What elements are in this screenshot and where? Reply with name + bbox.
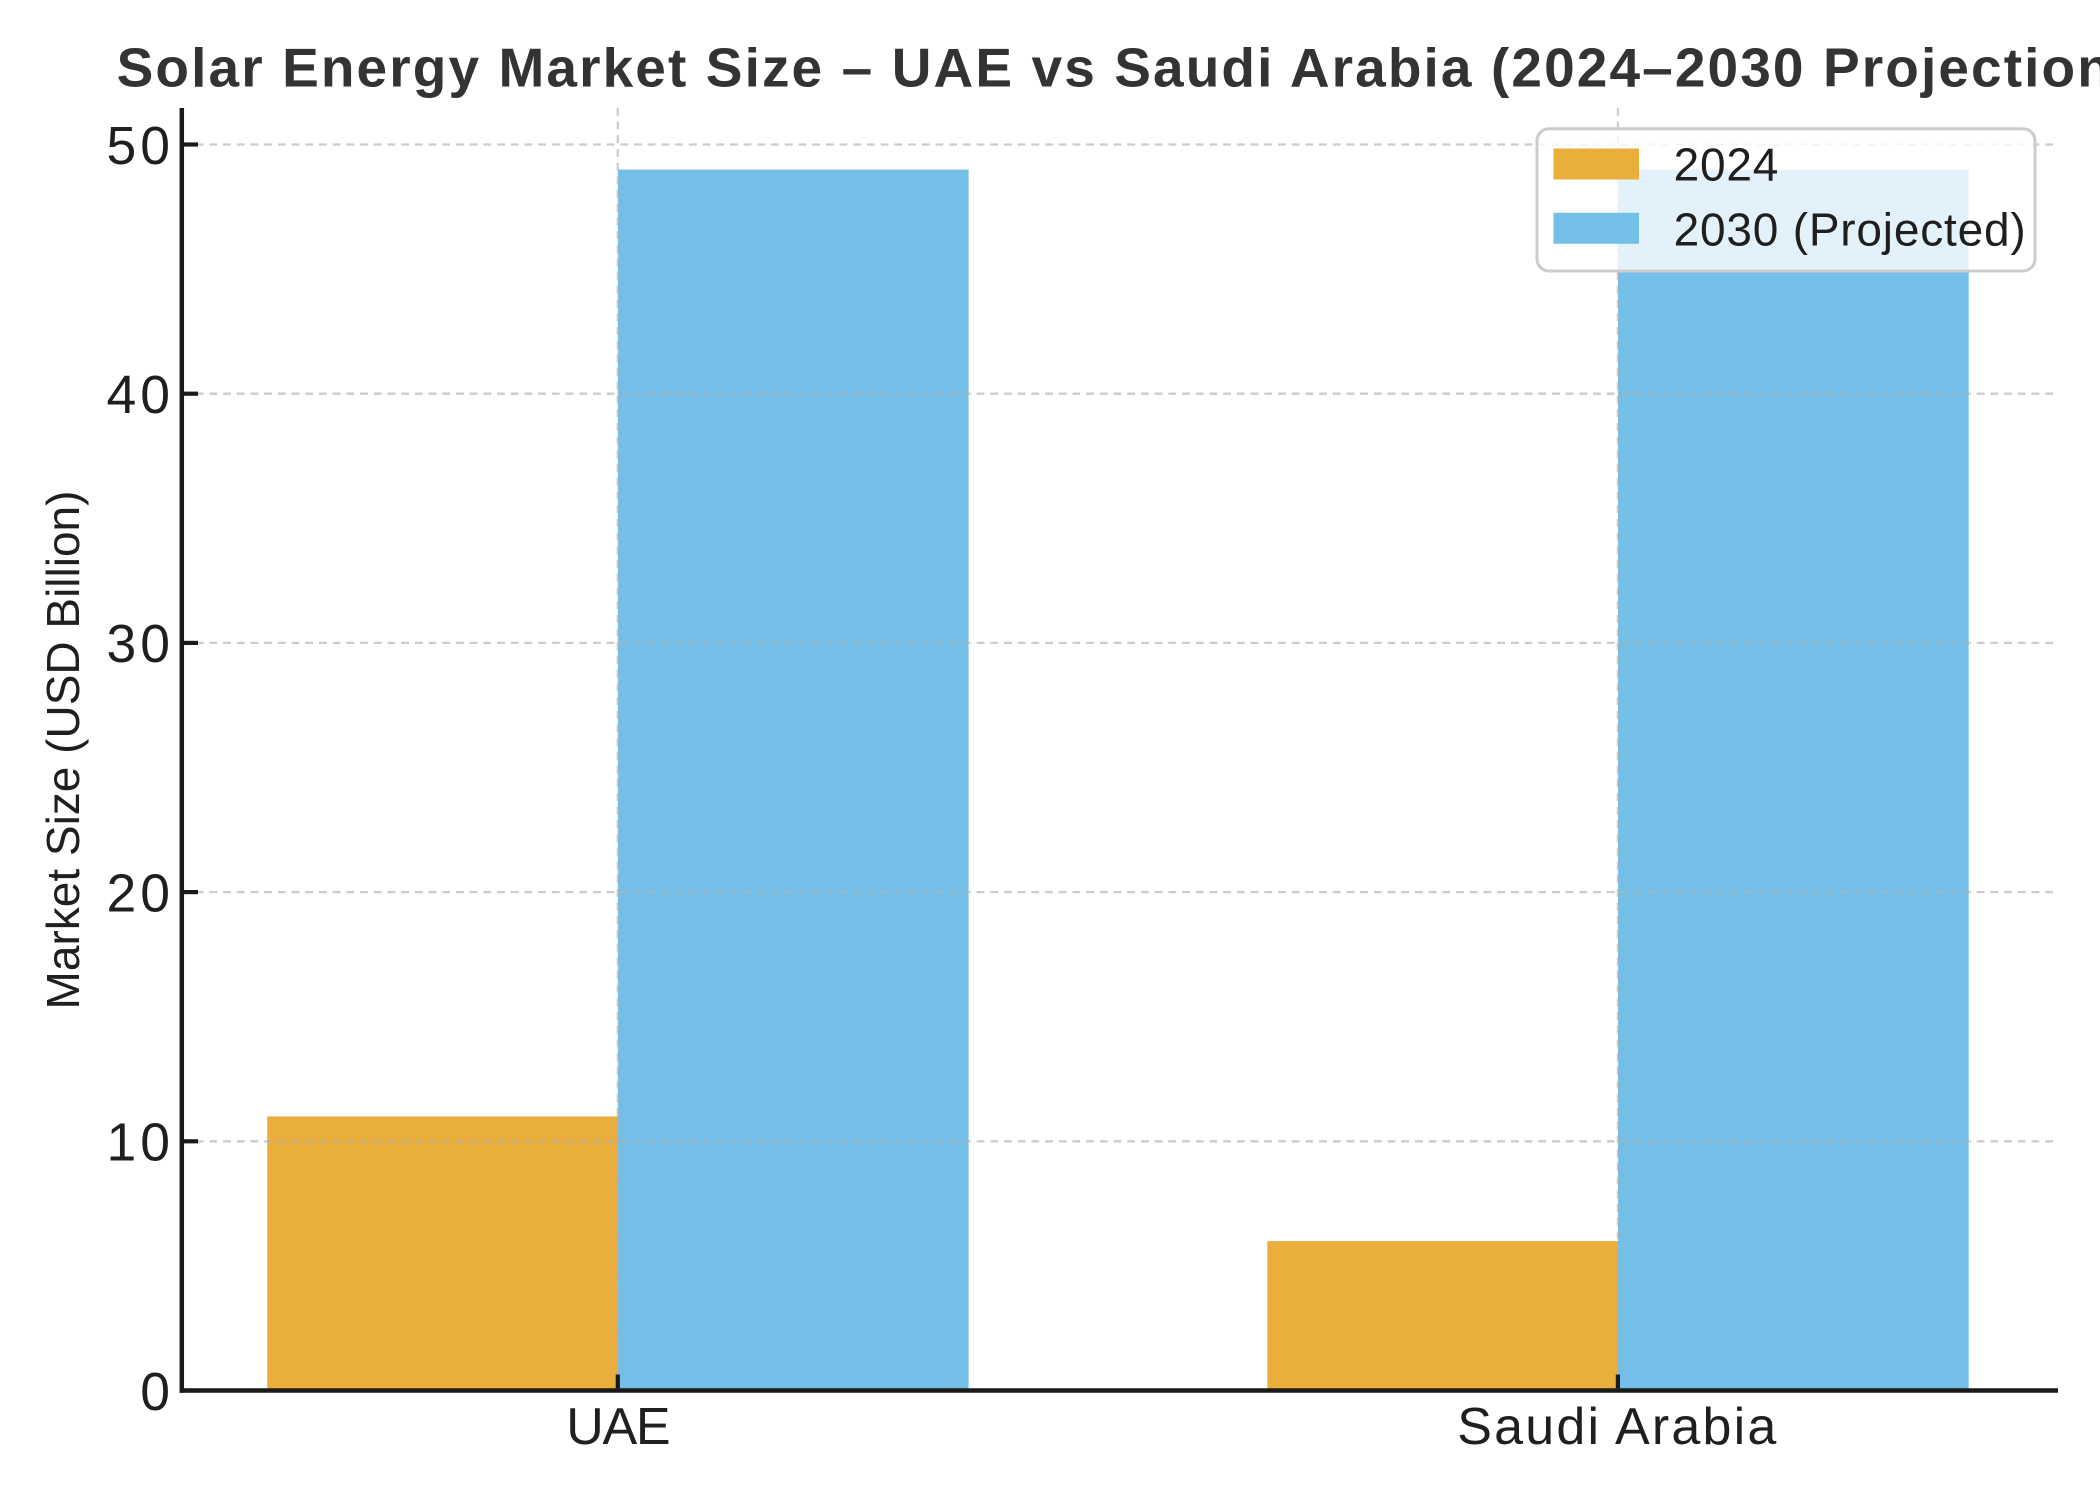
svg-text:0: 0 xyxy=(140,1363,174,1422)
svg-text:50: 50 xyxy=(106,117,174,176)
svg-text:2030 (Projected): 2030 (Projected) xyxy=(1674,204,2027,256)
svg-text:30: 30 xyxy=(106,615,174,674)
svg-text:Market Size (USD Billion): Market Size (USD Billion) xyxy=(37,491,89,1010)
svg-text:Saudi Arabia: Saudi Arabia xyxy=(1457,1398,1778,1456)
svg-text:10: 10 xyxy=(106,1114,174,1173)
svg-text:40: 40 xyxy=(106,366,174,425)
svg-text:2024: 2024 xyxy=(1674,139,1780,191)
svg-text:Solar Energy Market Size – UAE: Solar Energy Market Size – UAE vs Saudi … xyxy=(117,37,2100,99)
svg-text:20: 20 xyxy=(106,864,174,923)
svg-text:UAE: UAE xyxy=(566,1398,669,1456)
